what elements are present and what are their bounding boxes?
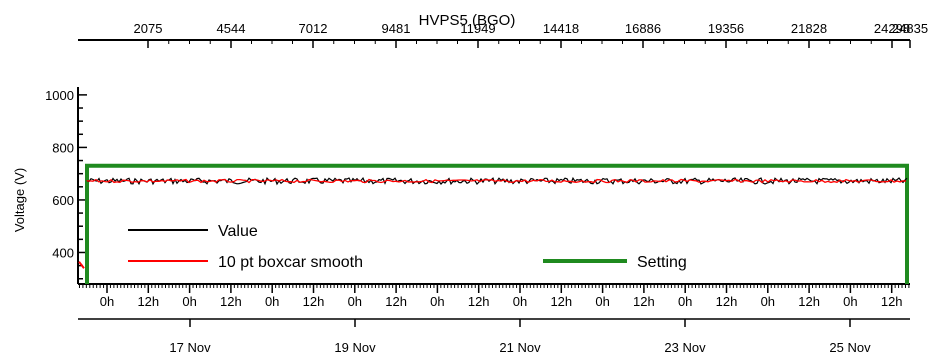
date-label: 25 Nov [829,340,871,355]
x-hour-label: 12h [137,294,159,309]
top-tick-label: 4544 [217,21,246,36]
x-hour-label: 12h [798,294,820,309]
top-tick-label: 7012 [299,21,328,36]
x-hour-label: 12h [550,294,572,309]
date-label: 19 Nov [334,340,376,355]
x-hour-label: 0h [761,294,775,309]
date-label: 23 Nov [664,340,706,355]
top-tick-label: 11949 [460,21,495,36]
top-tick-label: 24835 [892,21,928,36]
y-tick-label: 600 [52,193,74,208]
x-hour-label: 12h [633,294,655,309]
x-hour-label: 0h [182,294,196,309]
legend: Value 10 pt boxcar smooth Setting [128,223,687,271]
top-tick-label: 21828 [791,21,827,36]
setting-series-line [85,163,909,284]
top-tick-label: 14418 [543,21,579,36]
x-hour-label: 0h [513,294,527,309]
x-hour-label: 0h [265,294,279,309]
plot-area [78,163,909,284]
x-hour-label: 0h [100,294,114,309]
legend-label: Value [218,223,258,240]
y-tick-label: 1000 [45,88,74,103]
x-hour-label: 0h [843,294,857,309]
top-tick-label: 16886 [625,21,661,36]
smooth-series-line [86,178,907,184]
x-hour-label: 12h [881,294,903,309]
x-hour-label: 0h [430,294,444,309]
y-axis-label: Voltage (V) [12,168,27,232]
chart-title: HVPS5 (BGO) [419,12,516,29]
x-hour-label: 12h [468,294,490,309]
top-tick-label: 24298 [874,21,910,36]
x-hour-label: 0h [595,294,609,309]
x-hour-label: 0h [678,294,692,309]
date-label: 17 Nov [169,340,211,355]
y-tick-label: 400 [52,245,74,260]
x-hour-label: 0h [348,294,362,309]
x-hour-label: 12h [385,294,407,309]
date-label: 21 Nov [499,340,541,355]
top-tick-label: 19356 [708,21,744,36]
y-tick-label: 800 [52,140,74,155]
x-hour-label: 12h [220,294,242,309]
smooth-series-edge [78,261,85,269]
x-hour-label: 12h [716,294,738,309]
legend-label: Setting [637,254,687,271]
top-tick-label: 2075 [134,21,163,36]
legend-label: 10 pt boxcar smooth [218,254,363,271]
x-hour-label: 12h [303,294,325,309]
axes: 400 600 800 1000 2075 4544 7012 9481 11949 14418 1… [45,21,928,355]
top-tick-label: 9481 [382,21,411,36]
